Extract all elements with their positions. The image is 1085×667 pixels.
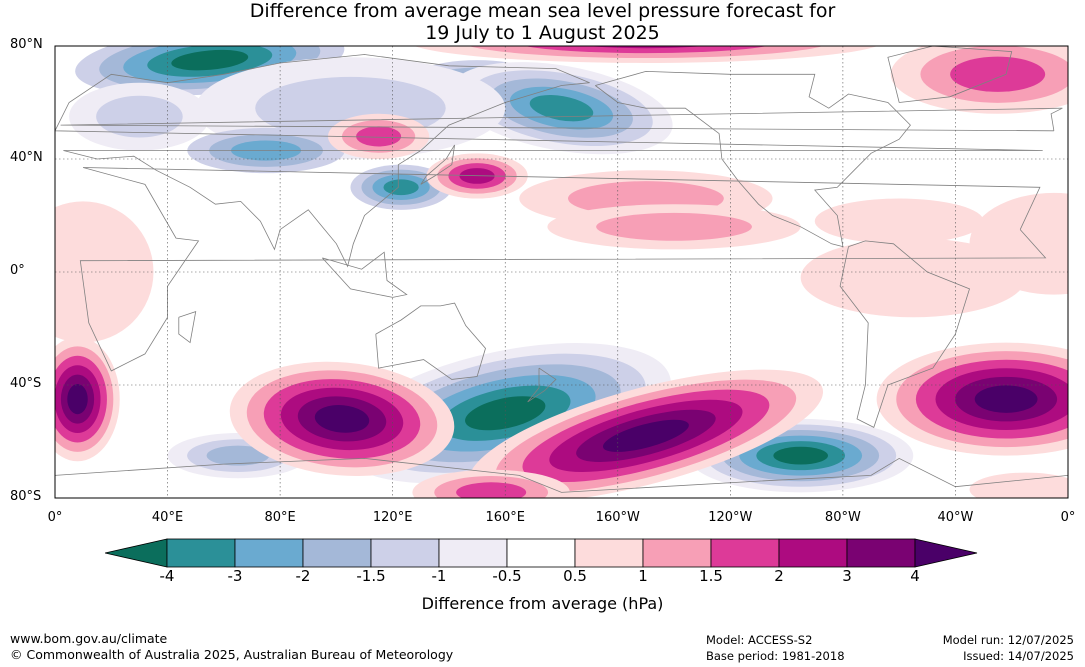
colorbar-tick-label: -3: [227, 567, 243, 585]
coastline: [527, 367, 557, 403]
colorbar-segment: [438, 538, 508, 568]
colorbar-segment: [166, 538, 236, 568]
anomaly-contour: [524, 46, 768, 54]
footer-copyright: © Commonwealth of Australia 2025, Austra…: [10, 647, 454, 662]
lon-label: 40°E: [151, 510, 184, 525]
anomaly-field: [55, 46, 1068, 498]
colorbar-tick-label: 0.5: [563, 567, 587, 585]
footer-website: www.bom.gov.au/climate: [10, 631, 168, 646]
coastline: [595, 70, 911, 248]
anomaly-contour: [67, 384, 88, 415]
anomaly-contour: [602, 419, 689, 452]
colorbar-arrow-high: [914, 538, 978, 568]
footer-model: Model: ACCESS-S2: [706, 633, 813, 647]
anomaly-contour: [969, 472, 1068, 498]
lat-label: 80°N: [10, 37, 43, 52]
anomaly-contour: [171, 49, 249, 71]
footer-model-run: Model run: 12/07/2025: [942, 633, 1074, 647]
colorbar-tick-label: 1: [638, 567, 648, 585]
colorbar: [105, 538, 978, 568]
lon-label: 120°W: [708, 510, 753, 525]
lon-label: 80°W: [824, 510, 861, 525]
coastline: [887, 46, 1013, 103]
colorbar-tick-label: 3: [842, 567, 852, 585]
colorbar-tick-label: -2: [295, 567, 311, 585]
colorbar-segment: [302, 538, 372, 568]
colorbar-tick-label: 2: [774, 567, 784, 585]
coastline: [79, 167, 1047, 372]
title-line-2: 19 July to 1 August 2025: [425, 22, 660, 44]
footer-issued: Issued: 14/07/2025: [963, 649, 1074, 663]
lon-label: 80°E: [264, 510, 296, 525]
colorbar-segment: [506, 538, 576, 568]
anomaly-contour: [773, 446, 828, 465]
colorbar-segment: [642, 538, 712, 568]
title-line-1: Difference from average mean sea level p…: [249, 0, 836, 22]
anomaly-contour: [314, 405, 370, 433]
anomaly-contour: [974, 385, 1038, 413]
coastline: [375, 302, 486, 380]
colorbar-arrow-low: [105, 538, 168, 568]
lon-label: 160°W: [595, 510, 640, 525]
lat-label: 40°S: [10, 376, 42, 391]
chart-title: Difference from average mean sea level p…: [0, 0, 1085, 44]
anomaly-contour: [969, 192, 1068, 295]
lon-label: 40°W: [937, 510, 974, 525]
anomaly-contour: [814, 198, 984, 244]
lon-label: 0°: [47, 510, 63, 525]
anomaly-contour: [596, 212, 752, 241]
colorbar-tick-label: -0.5: [492, 567, 522, 585]
coastline: [839, 240, 970, 428]
lat-label: 80°S: [10, 489, 42, 504]
anomaly-contour: [465, 396, 546, 431]
coastline: [420, 144, 455, 185]
colorbar-segment: [710, 538, 780, 568]
coastline: [178, 311, 197, 344]
lon-label: 160°E: [485, 510, 525, 525]
colorbar-segment: [778, 538, 848, 568]
anomaly-contour: [588, 46, 704, 49]
coastline: [322, 251, 408, 298]
anomaly-contour: [96, 95, 183, 138]
colorbar-segment: [846, 538, 916, 568]
footer-base-period: Base period: 1981-2018: [706, 649, 845, 663]
anomaly-contour: [206, 445, 270, 466]
coastline: [60, 107, 1063, 132]
coastline: [55, 54, 1043, 268]
colorbar-tick-label: -4: [159, 567, 175, 585]
colorbar-segment: [574, 538, 644, 568]
colorbar-segment: [370, 538, 440, 568]
anomaly-contour: [456, 482, 527, 498]
colorbar-tick-label: 1.5: [699, 567, 723, 585]
anomaly-contour: [529, 94, 594, 122]
colorbar-title: Difference from average (hPa): [421, 594, 664, 613]
colorbar-tick-label: -1.5: [356, 567, 386, 585]
lon-label: 0°: [1060, 510, 1076, 525]
lat-label: 0°: [10, 263, 25, 278]
colorbar-tick-label: 4: [910, 567, 920, 585]
coastlines: [55, 46, 1068, 493]
lon-label: 120°E: [372, 510, 413, 525]
map-frame: [54, 45, 1069, 499]
colorbar-segment: [234, 538, 304, 568]
anomaly-contour: [356, 126, 402, 147]
anomaly-contour: [950, 56, 1046, 92]
lat-label: 40°N: [10, 150, 43, 165]
anomaly-contour: [383, 179, 419, 196]
coastline: [55, 457, 1068, 493]
colorbar-tick-label: -1: [431, 567, 447, 585]
